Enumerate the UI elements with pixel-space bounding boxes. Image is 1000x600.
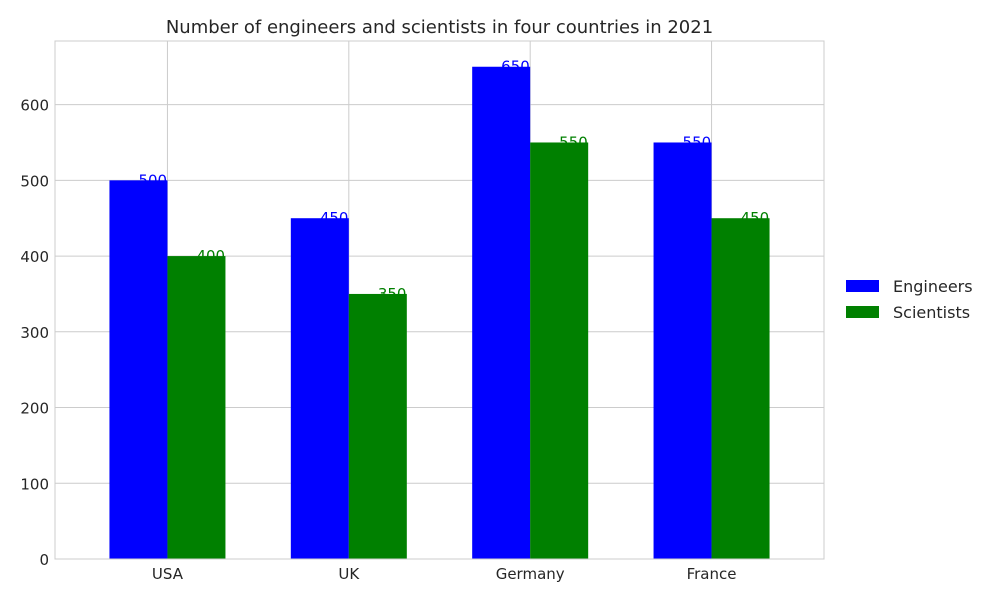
data-label-engineers-germany: 650: [501, 58, 530, 76]
x-tick-label-france: France: [687, 565, 737, 583]
x-tick-label-uk: UK: [338, 565, 360, 583]
y-tick-label: 200: [20, 400, 49, 418]
y-tick-label: 0: [39, 551, 49, 569]
data-label-scientists-germany: 550: [559, 133, 588, 151]
bar-engineers-france: [653, 142, 712, 559]
legend-label-scientists: Scientists: [893, 303, 970, 322]
y-tick-label: 400: [20, 248, 49, 266]
bar-scientists-france: [711, 218, 770, 560]
bar-engineers-uk: [290, 218, 349, 560]
y-tick-label: 300: [20, 324, 49, 342]
data-label-engineers-france: 550: [683, 133, 712, 151]
bar-engineers-germany: [472, 66, 531, 559]
data-label-scientists-uk: 350: [378, 285, 407, 303]
bar-scientists-uk: [348, 293, 407, 559]
data-label-engineers-uk: 450: [320, 209, 349, 227]
bar-layer: [109, 66, 770, 560]
bar-scientists-usa: [167, 256, 226, 559]
axis-layer: 0 100 200 300 400 500 600 USA UK Germany France: [20, 97, 736, 583]
legend-swatch-scientists: [846, 306, 879, 318]
y-tick-label: 500: [20, 172, 49, 190]
y-tick-label: 100: [20, 475, 49, 493]
legend-swatch-engineers: [846, 280, 879, 292]
plot-frame: [54, 40, 825, 560]
x-tick-label-germany: Germany: [496, 565, 565, 583]
legend: Engineers Scientists: [846, 277, 973, 322]
data-label-layer: 500 450 650 550 400 350 550 450: [138, 58, 769, 303]
bar-engineers-usa: [109, 180, 168, 559]
data-label-engineers-usa: 500: [138, 171, 167, 189]
legend-label-engineers: Engineers: [893, 277, 973, 296]
chart-title: Number of engineers and scientists in fo…: [166, 17, 713, 38]
data-label-scientists-france: 450: [741, 209, 770, 227]
data-label-scientists-usa: 400: [196, 247, 225, 265]
x-tick-label-usa: USA: [152, 565, 184, 583]
bar-scientists-germany: [530, 142, 589, 559]
y-tick-label: 600: [20, 97, 49, 115]
